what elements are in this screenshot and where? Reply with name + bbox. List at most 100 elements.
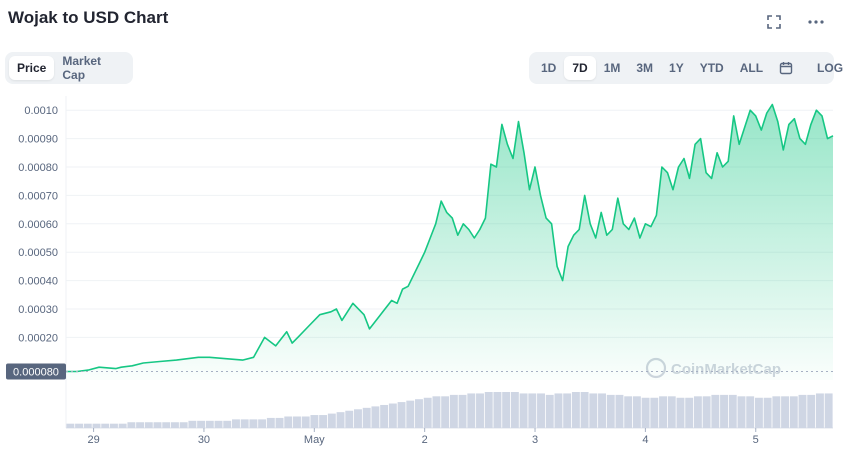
volume-bar bbox=[685, 397, 694, 428]
volume-bar bbox=[371, 406, 380, 428]
volume-bar bbox=[519, 393, 528, 428]
volume-bar bbox=[423, 397, 432, 428]
volume-bar bbox=[214, 420, 223, 428]
y-tick-label: 0.00090 bbox=[18, 134, 58, 146]
y-tick-label: 0.00070 bbox=[18, 190, 58, 202]
volume-bar bbox=[266, 417, 275, 428]
volume-bar bbox=[476, 393, 484, 428]
volume-bar bbox=[362, 407, 371, 428]
volume-bar bbox=[772, 396, 781, 428]
volume-bar bbox=[711, 394, 720, 428]
x-tick-label: 5 bbox=[753, 434, 759, 446]
y-tick-label: 0.00030 bbox=[18, 304, 58, 316]
range-7d[interactable]: 7D bbox=[564, 56, 596, 80]
range-toggle: 1D 7D 1M 3M 1Y YTD ALL LOG bbox=[529, 52, 843, 84]
volume-bar bbox=[720, 394, 729, 428]
current-price-label: 0.000080 bbox=[13, 366, 59, 378]
volume-bar bbox=[118, 423, 127, 428]
volume-bar bbox=[650, 397, 659, 428]
chart-title: Wojak to USD Chart bbox=[8, 8, 169, 27]
volume-bar bbox=[537, 393, 545, 428]
volume-bar bbox=[170, 422, 179, 428]
volume-bar bbox=[223, 420, 232, 428]
y-tick-label: 0.00040 bbox=[18, 276, 58, 288]
volume-bar bbox=[301, 416, 310, 428]
volume-bar bbox=[754, 397, 763, 428]
volume-bar bbox=[441, 396, 450, 428]
volume-bar bbox=[101, 423, 110, 428]
range-3m[interactable]: 3M bbox=[636, 61, 654, 75]
volume-bar bbox=[702, 396, 711, 428]
volume-bar bbox=[397, 402, 406, 428]
volume-bar bbox=[502, 392, 511, 428]
metric-toggle: Price Market Cap bbox=[5, 52, 133, 84]
volume-bar bbox=[380, 404, 389, 428]
x-tick-label: May bbox=[304, 434, 325, 446]
volume-bar bbox=[632, 396, 641, 428]
volume-bar bbox=[589, 393, 598, 428]
volume-bar bbox=[258, 419, 267, 428]
volume-bar bbox=[598, 393, 606, 428]
volume-bar bbox=[197, 420, 206, 428]
volume-bar bbox=[580, 392, 589, 428]
volume-bar bbox=[249, 419, 258, 428]
volume-bar bbox=[510, 392, 519, 428]
calendar-icon[interactable] bbox=[771, 56, 801, 80]
volume-bar bbox=[92, 423, 101, 428]
volume-bar bbox=[336, 412, 345, 428]
volume-bar bbox=[388, 403, 397, 428]
tab-price[interactable]: Price bbox=[9, 56, 55, 80]
volume-bar bbox=[554, 393, 563, 428]
volume-bar bbox=[319, 415, 328, 428]
volume-bar bbox=[354, 409, 362, 428]
y-tick-label: 0.0010 bbox=[24, 105, 58, 117]
volume-bar bbox=[83, 423, 92, 428]
x-tick-label: 3 bbox=[532, 434, 538, 446]
volume-bar bbox=[693, 396, 702, 428]
volume-bar bbox=[659, 396, 667, 428]
volume-bar bbox=[179, 422, 188, 428]
volume-bar bbox=[284, 416, 293, 428]
volume-bar bbox=[467, 393, 476, 428]
volume-bar bbox=[109, 423, 118, 428]
more-horizontal-icon[interactable] bbox=[804, 10, 828, 34]
volume-bar bbox=[458, 394, 467, 428]
volume-bar bbox=[432, 396, 441, 428]
volume-bar bbox=[240, 419, 249, 428]
volume-bar bbox=[528, 393, 537, 428]
volume-bar bbox=[153, 422, 162, 428]
volume-bar bbox=[763, 397, 772, 428]
x-tick-label: 30 bbox=[198, 434, 210, 446]
volume-bar bbox=[815, 393, 824, 428]
volume-bar bbox=[807, 394, 816, 428]
range-1m[interactable]: 1M bbox=[603, 61, 621, 75]
y-tick-label: 0.00060 bbox=[18, 219, 58, 231]
x-tick-label: 2 bbox=[422, 434, 428, 446]
volume-bar bbox=[345, 410, 354, 428]
volume-bar bbox=[824, 393, 833, 428]
volume-bar bbox=[641, 397, 650, 428]
range-1d[interactable]: 1D bbox=[541, 61, 557, 75]
range-all[interactable]: ALL bbox=[739, 61, 764, 75]
volume-bar bbox=[484, 392, 493, 428]
volume-bar bbox=[144, 422, 153, 428]
expand-icon[interactable] bbox=[762, 10, 786, 34]
y-tick-label: 0.00020 bbox=[18, 332, 58, 344]
volume-bar bbox=[545, 394, 554, 428]
volume-bar bbox=[75, 423, 84, 428]
log-scale-button[interactable]: LOG bbox=[817, 61, 844, 75]
volume-bar bbox=[728, 394, 737, 428]
volume-bar bbox=[275, 417, 284, 428]
volume-bar bbox=[136, 422, 145, 428]
volume-bar bbox=[188, 420, 197, 428]
range-ytd[interactable]: YTD bbox=[699, 61, 724, 75]
y-tick-label: 0.00050 bbox=[18, 247, 58, 259]
volume-bar bbox=[798, 394, 807, 428]
volume-bar bbox=[162, 422, 171, 428]
volume-bar bbox=[66, 423, 75, 428]
x-tick-label: 4 bbox=[642, 434, 648, 446]
volume-bar bbox=[205, 420, 214, 428]
range-1y[interactable]: 1Y bbox=[669, 61, 684, 75]
tab-market-cap[interactable]: Market Cap bbox=[62, 54, 102, 82]
